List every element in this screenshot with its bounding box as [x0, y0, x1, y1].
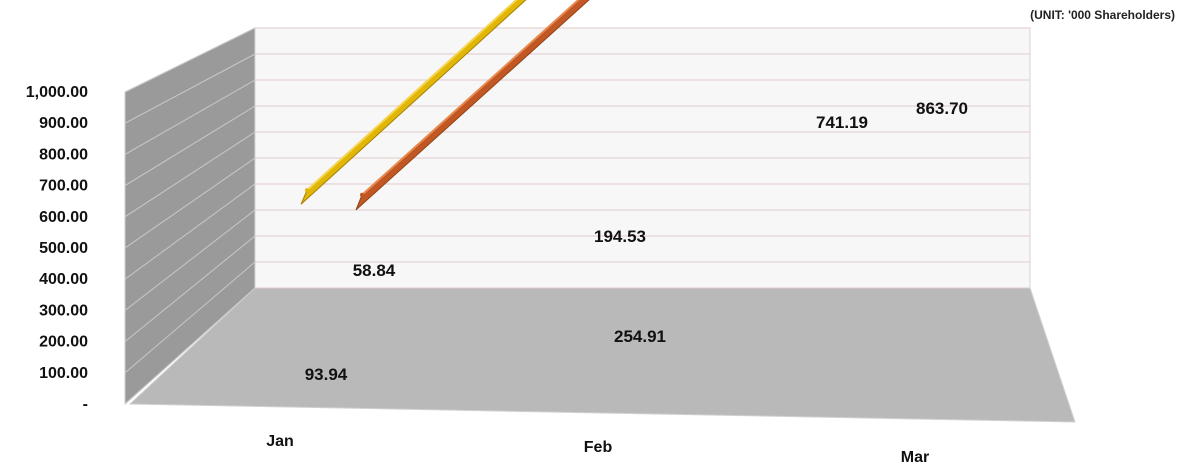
series-group — [300, 0, 590, 211]
x-tick-label: Mar — [901, 449, 929, 466]
y-tick-label: - — [83, 396, 88, 413]
data-label: 863.70 — [916, 99, 968, 118]
gridline-side — [124, 261, 256, 374]
gridline-side — [124, 105, 256, 187]
gridline-side — [124, 27, 256, 93]
unit-note: (UNIT: '000 Shareholders) — [1030, 8, 1175, 22]
y-tick-label: 600.00 — [39, 209, 88, 226]
data-point — [360, 192, 364, 197]
y-tick-label: 1,000.00 — [26, 84, 88, 101]
y-tick-label: 700.00 — [39, 178, 88, 195]
y-tick-label: 800.00 — [39, 146, 88, 163]
data-label: 58.84 — [353, 261, 396, 280]
y-tick-label: 500.00 — [39, 240, 88, 257]
data-label: 93.94 — [305, 365, 348, 384]
y-tick-label: 900.00 — [39, 115, 88, 132]
gridline-side — [124, 157, 256, 249]
chart-walls — [124, 27, 1076, 423]
gridline-side — [124, 131, 256, 218]
gridline-side — [124, 183, 256, 280]
y-tick-label: 400.00 — [39, 271, 88, 288]
data-label: 254.91 — [614, 327, 666, 346]
x-axis-ticks: Jan Feb Mar — [266, 433, 929, 466]
x-tick-label: Feb — [584, 439, 613, 456]
y-tick-label: 200.00 — [39, 334, 88, 351]
x-tick-label: Jan — [266, 433, 294, 450]
gridline-side — [124, 235, 256, 342]
series-line — [306, 0, 518, 192]
data-label: 194.53 — [594, 227, 646, 246]
gridlines — [124, 27, 1030, 405]
chart-floor — [128, 287, 1076, 423]
y-tick-label: 300.00 — [39, 302, 88, 319]
series-line — [361, 0, 580, 196]
gridline-side — [124, 79, 256, 155]
y-tick-label: 100.00 — [39, 365, 88, 382]
data-point — [305, 188, 309, 193]
data-labels: 58.84 194.53 741.19 93.94 254.91 863.70 — [305, 99, 968, 384]
series-ribbon — [355, 0, 590, 211]
gridline-side — [124, 209, 256, 311]
gridline-side — [124, 53, 256, 124]
data-label: 741.19 — [816, 113, 868, 132]
series-ribbon — [300, 0, 527, 205]
y-axis-ticks: - 100.00 200.00 300.00 400.00 500.00 600.00 700… — [26, 84, 88, 413]
gridline-side — [124, 287, 256, 405]
